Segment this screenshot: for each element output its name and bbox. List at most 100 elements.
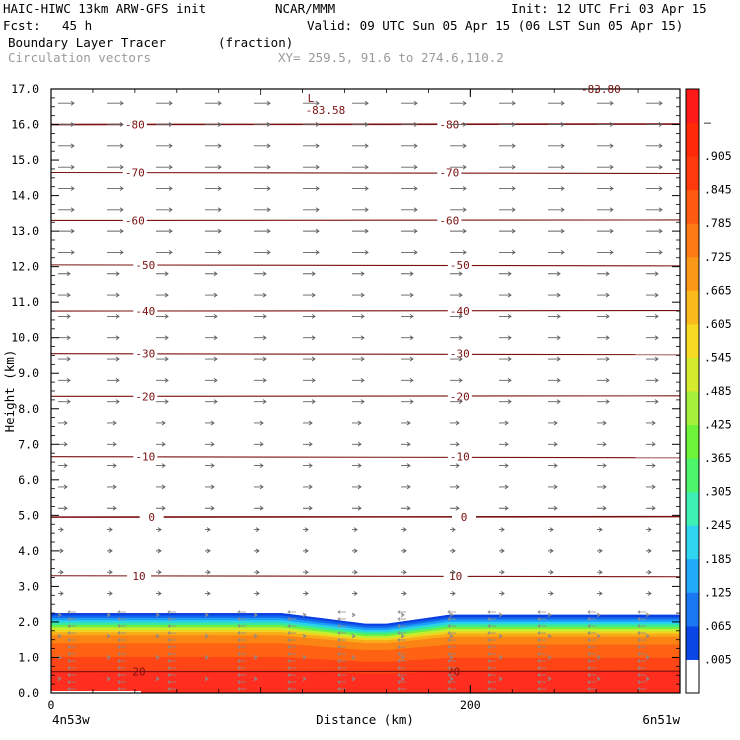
vector-arrow (67, 659, 76, 663)
vector-arrow (237, 666, 246, 670)
vector-arrow (499, 122, 516, 127)
vector-arrow (58, 569, 64, 575)
vector-arrow (106, 655, 111, 660)
colorbar-swatch (686, 592, 699, 627)
vector-arrow (287, 666, 296, 670)
vector-arrow (107, 250, 124, 255)
vector-arrow (401, 335, 414, 341)
vector-arrow (597, 356, 610, 362)
contour-label-bg (122, 214, 147, 227)
vector-arrow (548, 100, 565, 106)
colorbar-swatch (686, 525, 699, 560)
vector-arrow (447, 687, 456, 691)
vector-arrow (67, 687, 76, 691)
colorbar-label: .305 (704, 485, 732, 499)
vector-arrow (397, 680, 406, 684)
colorbar-label: .605 (704, 317, 732, 331)
vector-arrow (254, 591, 260, 596)
y-tick-label: 16.0 (11, 118, 39, 132)
vector-arrow (303, 186, 320, 191)
vector-arrow (447, 638, 456, 642)
contour-label-bg (122, 166, 147, 179)
vector-arrow (205, 314, 218, 319)
vector-arrow (352, 356, 365, 362)
vector-arrow (58, 377, 71, 383)
vector-arrow (287, 624, 296, 628)
contour-label-bg (122, 118, 147, 131)
vector-arrow (646, 100, 663, 106)
vector-arrow (107, 441, 117, 447)
vector-arrow (646, 548, 652, 554)
vector-arrow (499, 186, 516, 191)
contour-label: -10 (450, 451, 470, 464)
vector-arrow (156, 441, 166, 447)
vector-arrow (117, 673, 126, 677)
vector-arrow (106, 612, 111, 618)
vector-arrow (499, 591, 505, 596)
vector-arrow (156, 207, 173, 213)
vector-arrow (337, 624, 346, 628)
vector-arrow (537, 631, 546, 635)
tracer-band (51, 670, 680, 693)
vector-arrow (237, 680, 246, 684)
vector-arrow (401, 207, 418, 213)
vector-arrow (107, 377, 120, 383)
vector-arrow (587, 617, 596, 621)
vector-arrow (537, 652, 546, 656)
vector-arrow (646, 420, 656, 426)
vector-arrow (67, 645, 76, 649)
y-tick-label: 8.0 (18, 402, 39, 416)
vector-arrow (156, 314, 169, 319)
contour-line (51, 219, 680, 222)
vector-arrow (352, 100, 369, 106)
colorbar-label: .065 (704, 619, 732, 633)
vector-arrow (401, 527, 407, 532)
vector-arrow (67, 673, 76, 677)
vector-arrow (204, 655, 209, 660)
vector-arrow (547, 612, 552, 618)
vector-arrow (646, 228, 663, 234)
vector-arrow (646, 484, 656, 490)
vector-arrow (487, 638, 496, 642)
contour-label: 20 (132, 666, 145, 679)
y-tick-label: 12.0 (11, 260, 39, 274)
vector-arrow (499, 250, 516, 255)
vector-arrow (537, 687, 546, 691)
vector-arrow (156, 100, 173, 106)
vector-arrow (499, 143, 516, 149)
y-tick-label: 0.0 (18, 686, 39, 700)
vector-arrow (637, 666, 646, 670)
vector-arrow (337, 659, 346, 663)
vector-arrow (499, 505, 509, 511)
vector-arrow (597, 228, 614, 234)
vector-arrow (156, 122, 173, 127)
vector-arrow (205, 569, 211, 575)
x-end-label: 6n51w (642, 712, 680, 727)
vector-arrow (303, 164, 320, 170)
vector-arrow (237, 624, 246, 628)
vector-arrow (107, 143, 124, 149)
y-tick-label: 4.0 (18, 544, 39, 558)
vector-arrow (337, 631, 346, 635)
vector-arrow (450, 420, 460, 426)
vector-arrow (352, 399, 365, 405)
vector-arrow (499, 441, 509, 447)
vector-arrow (637, 680, 646, 684)
vector-arrow (401, 143, 418, 149)
vector-arrow (58, 207, 75, 213)
vector-arrow (450, 527, 456, 532)
vector-arrow (498, 655, 503, 660)
vector-arrow (401, 314, 414, 319)
vector-arrow (645, 655, 650, 660)
vector-arrow (401, 399, 414, 405)
vector-arrow (107, 207, 124, 213)
vector-arrow (156, 484, 166, 490)
vector-arrow (587, 610, 596, 614)
vector-arrow (303, 356, 316, 362)
vector-arrow (646, 250, 663, 255)
vector-arrow (646, 463, 656, 468)
vector-arrow (400, 612, 405, 618)
contour-label-bg (133, 347, 158, 360)
vector-arrow (646, 207, 663, 213)
vector-arrow (167, 673, 176, 677)
